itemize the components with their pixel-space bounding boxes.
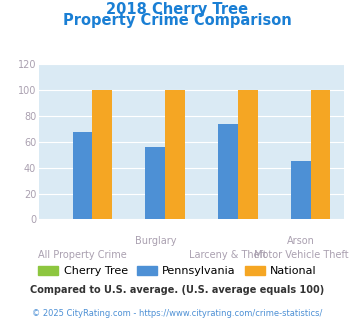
Bar <box>146 147 165 219</box>
Text: All Property Crime: All Property Crime <box>38 250 127 260</box>
Text: Compared to U.S. average. (U.S. average equals 100): Compared to U.S. average. (U.S. average … <box>31 285 324 295</box>
Text: Motor Vehicle Theft: Motor Vehicle Theft <box>254 250 348 260</box>
Bar <box>92 90 112 219</box>
Bar <box>165 90 185 219</box>
Text: © 2025 CityRating.com - https://www.cityrating.com/crime-statistics/: © 2025 CityRating.com - https://www.city… <box>32 309 323 317</box>
Bar <box>218 124 238 219</box>
Text: Property Crime Comparison: Property Crime Comparison <box>63 13 292 28</box>
Bar <box>72 132 92 219</box>
Bar <box>238 90 258 219</box>
Legend: Cherry Tree, Pennsylvania, National: Cherry Tree, Pennsylvania, National <box>34 261 321 280</box>
Text: Arson: Arson <box>287 236 315 246</box>
Text: 2018 Cherry Tree: 2018 Cherry Tree <box>106 2 248 16</box>
Text: Burglary: Burglary <box>135 236 176 246</box>
Bar <box>311 90 331 219</box>
Text: Larceny & Theft: Larceny & Theft <box>189 250 267 260</box>
Bar <box>291 161 311 219</box>
